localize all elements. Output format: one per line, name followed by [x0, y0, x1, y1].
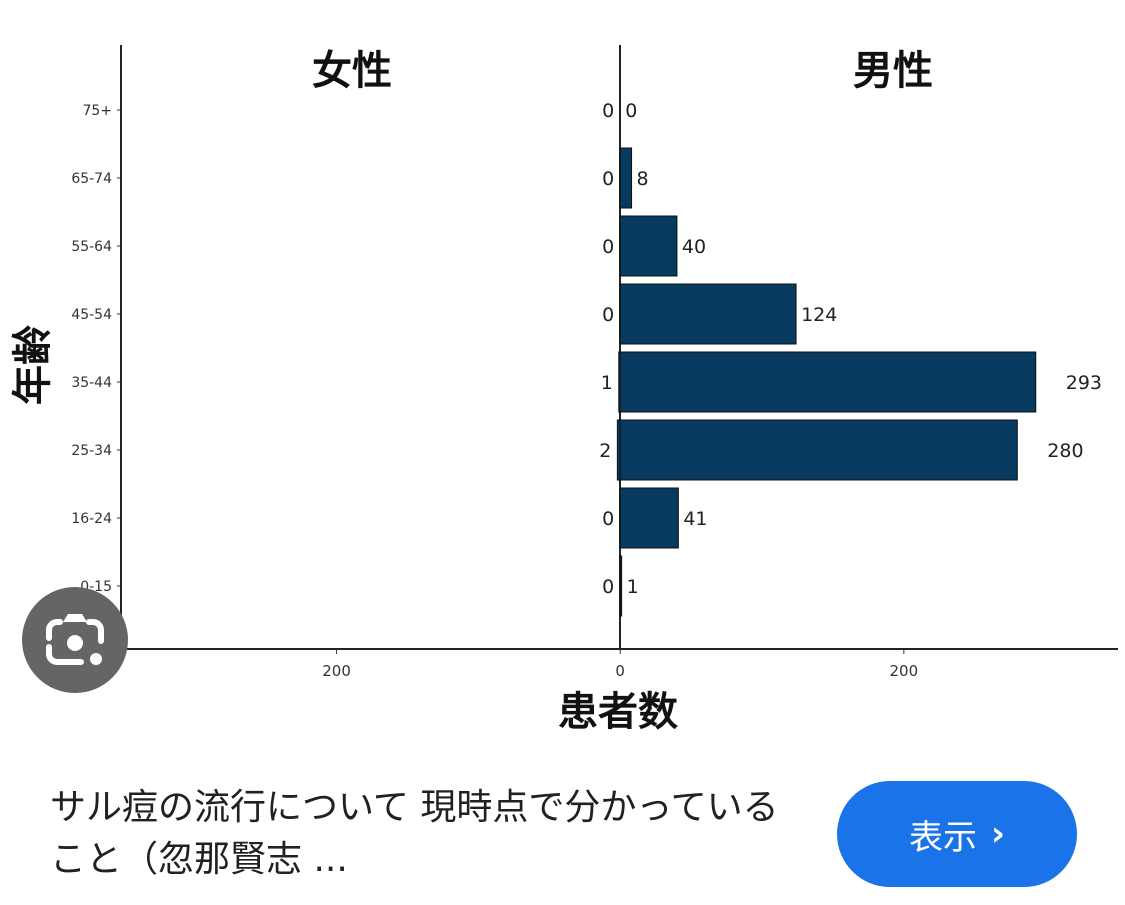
x-tick-label: 200: [890, 662, 919, 680]
data-label-male: 8: [637, 168, 649, 190]
bar-male: [619, 351, 1037, 413]
chevron-right-icon: ›: [990, 814, 1005, 854]
bar-male: [619, 419, 1018, 481]
x-tick-label: 0: [615, 662, 625, 680]
data-label-female: 1: [601, 372, 613, 394]
y-tick-label: 65-74: [71, 171, 112, 187]
y-tick-label: 45-54: [71, 307, 112, 323]
panel-title-male: 男性: [853, 48, 933, 94]
y-tick-label: 35-44: [71, 375, 112, 391]
data-label-male: 280: [1047, 440, 1083, 462]
bar-male: [619, 215, 678, 277]
data-label-female: 0: [602, 576, 614, 598]
data-label-female: 0: [602, 236, 614, 258]
panel-title-female: 女性: [312, 48, 392, 94]
y-tick-label: 25-34: [71, 443, 112, 459]
y-tick-label: 75+: [82, 103, 112, 119]
data-label-female: 2: [599, 440, 611, 462]
x-tick-label: 200: [322, 662, 351, 680]
y-tick-label: 55-64: [71, 239, 112, 255]
data-label-female: 0: [602, 508, 614, 530]
bar-male: [619, 147, 633, 209]
data-label-male: 40: [682, 236, 706, 258]
x-axis-label: 患者数: [558, 689, 678, 735]
data-label-female: 0: [602, 304, 614, 326]
y-axis-label: 年齢: [10, 325, 56, 405]
data-label-female: 0: [602, 168, 614, 190]
data-label-male: 293: [1066, 372, 1102, 394]
data-label-male: 41: [683, 508, 707, 530]
result-title[interactable]: サル痘の流行について 現時点で分かっていること（忽那賢志 ...: [50, 787, 779, 880]
show-button[interactable]: 表示 ›: [837, 781, 1077, 887]
bar-male: [619, 555, 623, 617]
data-label-male: 1: [627, 576, 639, 598]
google-lens-button[interactable]: [22, 587, 128, 693]
show-button-label: 表示: [908, 817, 977, 858]
bar-male: [619, 283, 797, 345]
google-lens-icon: [46, 614, 104, 665]
data-label-male: 0: [625, 100, 637, 122]
data-label-male: 124: [801, 304, 837, 326]
bar-male: [619, 487, 679, 549]
y-tick-label: 16-24: [71, 511, 112, 527]
data-label-female: 0: [602, 100, 614, 122]
